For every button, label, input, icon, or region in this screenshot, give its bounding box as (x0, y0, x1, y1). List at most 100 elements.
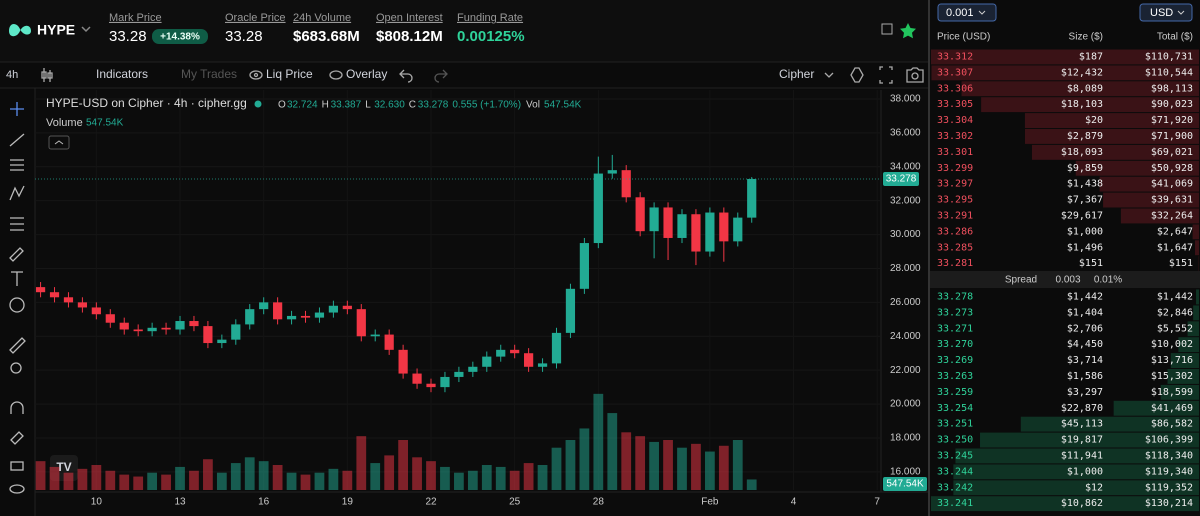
chevron[interactable] (824, 72, 834, 78)
volume-bar (593, 393, 604, 490)
volume-bar (63, 472, 74, 490)
candle-body (705, 212, 715, 252)
ohlc-value: 33.278 (418, 100, 449, 111)
level-size: $18,103 (1061, 99, 1103, 110)
depth-bar (1195, 240, 1199, 256)
source: Cipher (779, 67, 814, 81)
level-size: $45,113 (1061, 419, 1103, 430)
volume-bar (328, 468, 339, 490)
zoom-tool[interactable] (10, 362, 22, 374)
emoji-tool[interactable] (9, 297, 25, 313)
liq-price: Liq Price (266, 67, 313, 81)
magnet-tool[interactable] (10, 401, 24, 414)
collapse-button[interactable] (48, 135, 70, 150)
level-size: $9,859 (1067, 163, 1103, 174)
x-tick-label: 10 (91, 497, 103, 508)
pattern-tool[interactable] (9, 185, 25, 201)
level-price: 33.244 (937, 466, 973, 477)
level-total: $98,113 (1151, 83, 1193, 94)
volume-bar (663, 440, 673, 490)
eye-icon[interactable] (329, 70, 343, 80)
volume-bar (454, 472, 464, 490)
logo[interactable] (9, 23, 31, 37)
y-tick-label: 36.000 (890, 128, 921, 139)
y-tick-label: 24.000 (890, 331, 921, 342)
level-price: 33.263 (937, 371, 973, 382)
y-tick-label: 28.000 (890, 263, 921, 274)
brush-tool[interactable] (9, 247, 24, 262)
level-total: $110,731 (1145, 51, 1193, 62)
header-value: 33.28 (225, 28, 263, 45)
text-tool[interactable] (11, 271, 23, 286)
lock-draw-tool[interactable] (10, 431, 24, 445)
hide-tool[interactable] (9, 484, 25, 494)
level-size: $151 (1079, 258, 1103, 269)
undo-icon[interactable] (399, 69, 413, 83)
redo-icon[interactable] (434, 69, 448, 83)
depth-bar (1167, 369, 1199, 384)
favorite-icon[interactable] (900, 23, 916, 39)
candle-body (342, 305, 352, 310)
tick-size-select[interactable] (937, 3, 997, 22)
candle-body (91, 307, 101, 315)
level-total: $130,214 (1145, 498, 1193, 509)
volume-bar (77, 468, 88, 490)
level-size: $12,432 (1061, 67, 1103, 78)
depth-bar (1020, 416, 1199, 432)
fib-tool[interactable] (10, 159, 24, 171)
candle-body (719, 212, 729, 242)
volume-bar (746, 479, 757, 490)
candle-body (398, 349, 408, 374)
candle-body (537, 363, 548, 367)
candle-type-icon[interactable] (41, 68, 53, 82)
candle-body (273, 302, 283, 320)
depth-bar (1099, 176, 1199, 192)
volume-bar (579, 428, 590, 490)
depth-bar (955, 448, 1199, 464)
vol-key: Vol (526, 100, 540, 111)
volume-series-value: 547.54K (86, 118, 124, 129)
column-header: Price (USD) (937, 32, 990, 43)
volume-bar (356, 436, 367, 490)
y-tick-label: 32.000 (890, 195, 921, 206)
level-price: 33.295 (937, 195, 973, 206)
level-total: $2,647 (1157, 226, 1193, 237)
chevron[interactable] (81, 26, 91, 33)
projection-tool[interactable] (10, 217, 24, 231)
level-total: $18,599 (1151, 387, 1193, 398)
candle-body (189, 321, 199, 327)
level-total: $69,021 (1151, 147, 1193, 158)
candle-body (733, 217, 743, 242)
x-tick-label: 7 (874, 497, 880, 508)
volume-bar (426, 461, 436, 490)
candle-body (63, 297, 74, 303)
currency-select[interactable] (1139, 3, 1193, 22)
chart-panel (35, 90, 928, 516)
volume-bar (244, 457, 255, 490)
level-total: $41,469 (1151, 403, 1193, 414)
level-total: $119,352 (1145, 482, 1193, 493)
x-tick-label: Feb (701, 497, 719, 508)
level-total: $119,340 (1145, 466, 1193, 477)
volume-bar (705, 451, 715, 490)
candle-body (426, 383, 436, 388)
ruler-tool[interactable] (9, 337, 26, 354)
candle-body (175, 321, 185, 330)
layout-icon[interactable] (881, 23, 893, 35)
level-total: $50,928 (1151, 163, 1193, 174)
level-size: $20 (1085, 115, 1103, 126)
lock-tool[interactable] (10, 461, 24, 471)
line-tool[interactable] (9, 133, 25, 147)
level-price: 33.245 (937, 450, 973, 461)
level-total: $5,552 (1157, 323, 1193, 334)
level-total: $151 (1169, 258, 1193, 269)
fullscreen-icon[interactable] (879, 66, 893, 84)
candle-body (217, 339, 227, 344)
level-price: 33.259 (937, 387, 973, 398)
camera-icon[interactable] (906, 67, 924, 83)
settings-icon[interactable] (850, 67, 864, 83)
crosshair-tool[interactable] (10, 102, 24, 116)
overlay: Overlay (346, 67, 387, 81)
eye-icon[interactable] (249, 70, 263, 80)
